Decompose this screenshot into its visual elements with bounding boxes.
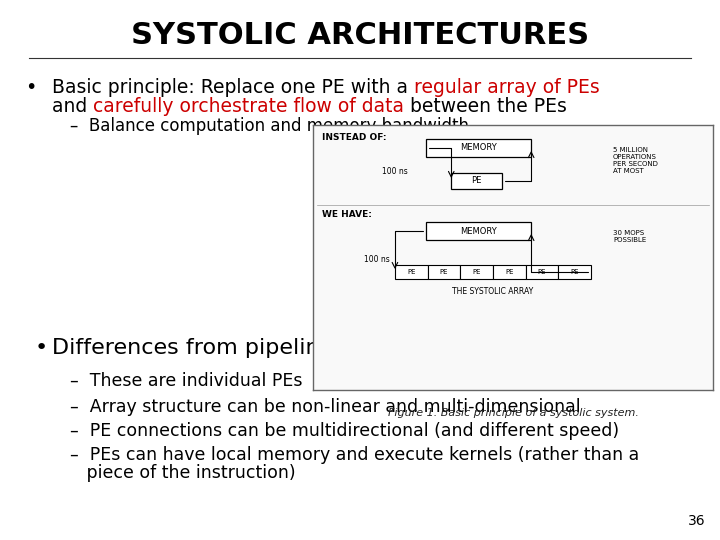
Text: PE: PE [472, 177, 482, 186]
Text: MEMORY: MEMORY [460, 144, 497, 152]
Text: Differences from pipelining:: Differences from pipelining: [52, 338, 361, 358]
Text: Basic principle: Replace one PE with a: Basic principle: Replace one PE with a [52, 78, 414, 97]
Text: 30 MOPS
POSSIBLE: 30 MOPS POSSIBLE [613, 230, 646, 243]
Text: 36: 36 [688, 514, 706, 528]
Text: PE: PE [472, 269, 481, 275]
Text: Figure 1. Basic principle of a systolic system.: Figure 1. Basic principle of a systolic … [387, 408, 639, 418]
Text: PE: PE [505, 269, 513, 275]
Text: –  PE connections can be multidirectional (and different speed): – PE connections can be multidirectional… [70, 422, 619, 440]
FancyBboxPatch shape [451, 173, 502, 189]
Text: •: • [25, 78, 37, 97]
Text: PE: PE [538, 269, 546, 275]
Text: MEMORY: MEMORY [460, 226, 497, 235]
Text: –  PEs can have local memory and execute kernels (rather than a: – PEs can have local memory and execute … [70, 446, 639, 464]
FancyBboxPatch shape [526, 265, 559, 279]
Text: PE: PE [407, 269, 415, 275]
FancyBboxPatch shape [428, 265, 460, 279]
Text: –  Balance computation and memory bandwidth: – Balance computation and memory bandwid… [70, 117, 469, 135]
Text: between the PEs: between the PEs [404, 97, 567, 116]
Text: PE: PE [570, 269, 579, 275]
Text: –  Array structure can be non-linear and multi-dimensional: – Array structure can be non-linear and … [70, 398, 580, 416]
Text: piece of the instruction): piece of the instruction) [70, 464, 296, 482]
FancyBboxPatch shape [460, 265, 493, 279]
Text: •: • [35, 338, 48, 358]
FancyBboxPatch shape [426, 222, 531, 240]
FancyBboxPatch shape [395, 265, 428, 279]
Text: 5 MILLION
OPERATIONS
PER SECOND
AT MOST: 5 MILLION OPERATIONS PER SECOND AT MOST [613, 147, 658, 174]
Text: 100 ns: 100 ns [364, 255, 390, 264]
FancyBboxPatch shape [493, 265, 526, 279]
FancyBboxPatch shape [426, 139, 531, 157]
Text: –  These are individual PEs: – These are individual PEs [70, 372, 302, 390]
Text: THE SYSTOLIC ARRAY: THE SYSTOLIC ARRAY [452, 287, 534, 296]
Text: regular array of PEs: regular array of PEs [414, 78, 600, 97]
FancyBboxPatch shape [559, 265, 591, 279]
Text: SYSTOLIC ARCHITECTURES: SYSTOLIC ARCHITECTURES [131, 21, 589, 50]
Text: 100 ns: 100 ns [382, 167, 408, 176]
Text: carefully orchestrate flow of data: carefully orchestrate flow of data [94, 97, 404, 116]
Text: INSTEAD OF:: INSTEAD OF: [323, 133, 387, 142]
Text: WE HAVE:: WE HAVE: [323, 210, 372, 219]
Text: and: and [52, 97, 94, 116]
Text: PE: PE [440, 269, 449, 275]
